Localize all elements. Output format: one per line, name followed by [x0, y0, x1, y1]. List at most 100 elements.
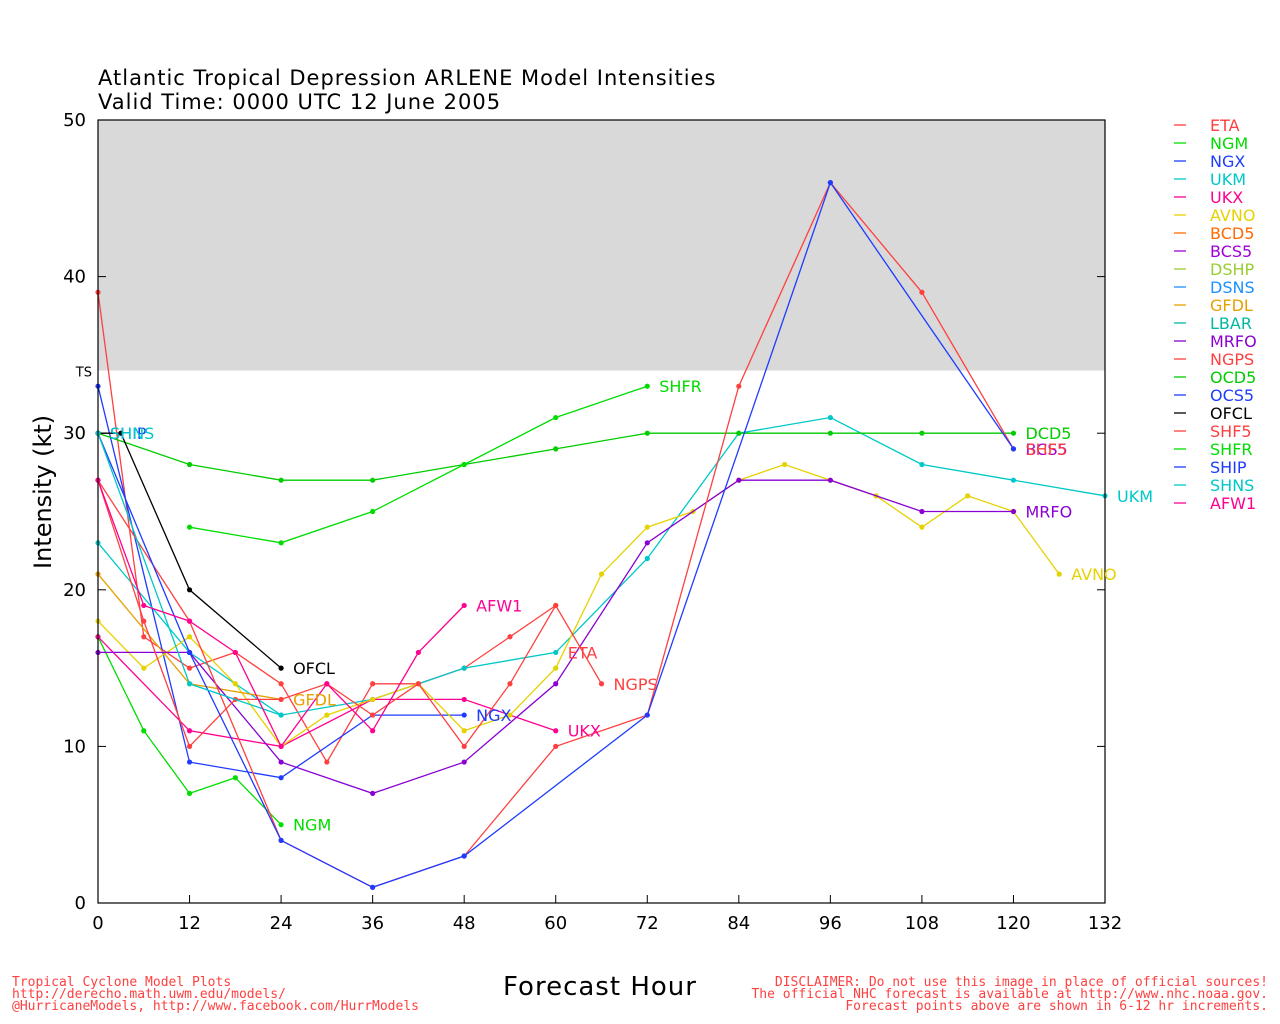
- legend-entry: LBAR: [1210, 314, 1252, 333]
- legend-entry: BCS5: [1210, 242, 1252, 261]
- data-point-mrfo: [827, 477, 833, 483]
- data-point-mrfo: [644, 540, 650, 546]
- y-tick-label: 50: [63, 110, 86, 131]
- data-point-ngps: [598, 681, 605, 687]
- data-point-ship: [278, 837, 284, 843]
- data-point-eta: [370, 681, 376, 687]
- y-tick-label: 10: [63, 736, 86, 757]
- data-point-ngps: [278, 696, 284, 703]
- data-point-ocd5: [736, 430, 742, 436]
- series-end-label: DCD5: [1025, 424, 1071, 443]
- data-point-afw1: [186, 618, 193, 624]
- data-point-ukm: [919, 461, 925, 468]
- data-point-ngm: [278, 822, 284, 828]
- legend-entry: SHIP: [1210, 458, 1247, 477]
- data-point-ngm: [186, 790, 193, 796]
- series-end-label: NGPS: [614, 675, 658, 694]
- data-point-avno: [461, 728, 467, 734]
- data-point-ngps: [553, 602, 559, 609]
- x-tick-label: 48: [453, 913, 476, 934]
- data-point-avno: [370, 696, 376, 703]
- y-tick-label: 0: [75, 893, 86, 914]
- x-tick-label: 108: [905, 913, 939, 934]
- data-point-ngm: [141, 728, 147, 734]
- series-end-label: GFDL: [293, 690, 336, 709]
- series-end-label: NGM: [293, 816, 331, 835]
- data-point-avno: [141, 665, 147, 671]
- data-point-ofcl: [118, 430, 124, 436]
- data-point-mrfo: [461, 759, 467, 765]
- series-end-label: AVNO: [1071, 565, 1116, 584]
- x-tick-label: 36: [361, 913, 384, 934]
- series-line-shfr: [189, 385, 648, 544]
- series-end-label: OFCL: [293, 659, 335, 678]
- series-line-ukx: [97, 636, 556, 748]
- data-point-avno: [919, 524, 925, 530]
- data-point-ocd5: [1010, 430, 1017, 436]
- data-point-afw1: [461, 602, 467, 609]
- data-point-ukx: [461, 696, 467, 703]
- footer-credit-line: @HurricaneModels, http://www.facebook.co…: [12, 999, 419, 1014]
- series-end-label: NGX: [476, 706, 511, 725]
- data-point-shfr: [278, 540, 284, 546]
- legend-entry: SHFR: [1210, 440, 1253, 459]
- x-axis-label: Forecast Hour: [503, 972, 697, 1002]
- legend-entry: OCD5: [1210, 368, 1256, 387]
- series-end-label: BCS5: [1025, 440, 1067, 459]
- data-point-mrfo: [919, 508, 925, 515]
- legend-entry: NGM: [1210, 134, 1248, 153]
- y-tick-label: 40: [63, 267, 86, 288]
- data-point-ocd5: [278, 477, 284, 483]
- series-line-ofcl: [98, 432, 282, 669]
- data-point-ship: [370, 884, 376, 890]
- data-point-mrfo: [370, 790, 376, 796]
- data-point-eta: [141, 634, 147, 640]
- data-point-ofcl: [278, 665, 284, 671]
- data-point-ngx: [461, 712, 467, 718]
- data-point-ship: [186, 649, 193, 656]
- data-point-afw1: [141, 602, 147, 609]
- series-end-label: SHNS: [110, 424, 154, 443]
- footer-credit-line: Tropical Cyclone Model Plots: [12, 975, 232, 990]
- x-tick-label: 84: [727, 913, 750, 934]
- data-point-shf5: [736, 383, 742, 389]
- x-tick-label: 60: [544, 913, 567, 934]
- data-point-shns: [278, 712, 284, 718]
- legend-entry: BCD5: [1210, 224, 1254, 243]
- data-point-ngx: [186, 759, 193, 765]
- data-point-ocd5: [919, 430, 925, 436]
- data-point-shfr: [553, 414, 559, 421]
- legend-entry: OFCL: [1210, 404, 1252, 423]
- data-point-eta: [186, 665, 193, 671]
- x-tick-label: 96: [819, 913, 842, 934]
- series-line-ukm: [97, 416, 1106, 716]
- data-point-ngps: [141, 618, 147, 624]
- x-tick-label: 12: [178, 913, 201, 934]
- data-point-avno: [186, 634, 193, 640]
- legend-entry: DSHP: [1210, 260, 1255, 279]
- data-point-avno: [1056, 571, 1062, 577]
- data-point-ofcl: [186, 587, 193, 593]
- data-point-ukm: [1010, 477, 1017, 483]
- footer-disclaimer-line: Forecast points above are shown in 6-12 …: [845, 999, 1268, 1014]
- series-line-avno: [97, 463, 1060, 748]
- data-point-mrfo: [553, 681, 559, 687]
- data-point-ocd5: [553, 446, 559, 452]
- series-end-label: MRFO: [1025, 503, 1072, 522]
- data-point-shf5: [553, 743, 559, 750]
- data-point-ship: [1010, 446, 1017, 452]
- series-end-label: SHIP: [110, 424, 147, 443]
- data-point-ukm: [553, 649, 559, 656]
- data-point-afw1: [415, 649, 422, 656]
- data-point-ukm: [644, 555, 650, 562]
- data-point-shns: [186, 681, 193, 687]
- data-point-ocd5: [370, 477, 376, 483]
- legend-entry: SHF5: [1210, 422, 1252, 441]
- footer-credits: Tropical Cyclone Model Plots http://dere…: [12, 975, 419, 1014]
- legend-entry: GFDL: [1210, 296, 1253, 315]
- legend-entry: UKX: [1210, 188, 1243, 207]
- data-point-ngps: [186, 743, 193, 750]
- data-point-ukx: [553, 728, 559, 734]
- series-end-label: ETA: [568, 643, 598, 662]
- data-point-ngps: [507, 681, 513, 687]
